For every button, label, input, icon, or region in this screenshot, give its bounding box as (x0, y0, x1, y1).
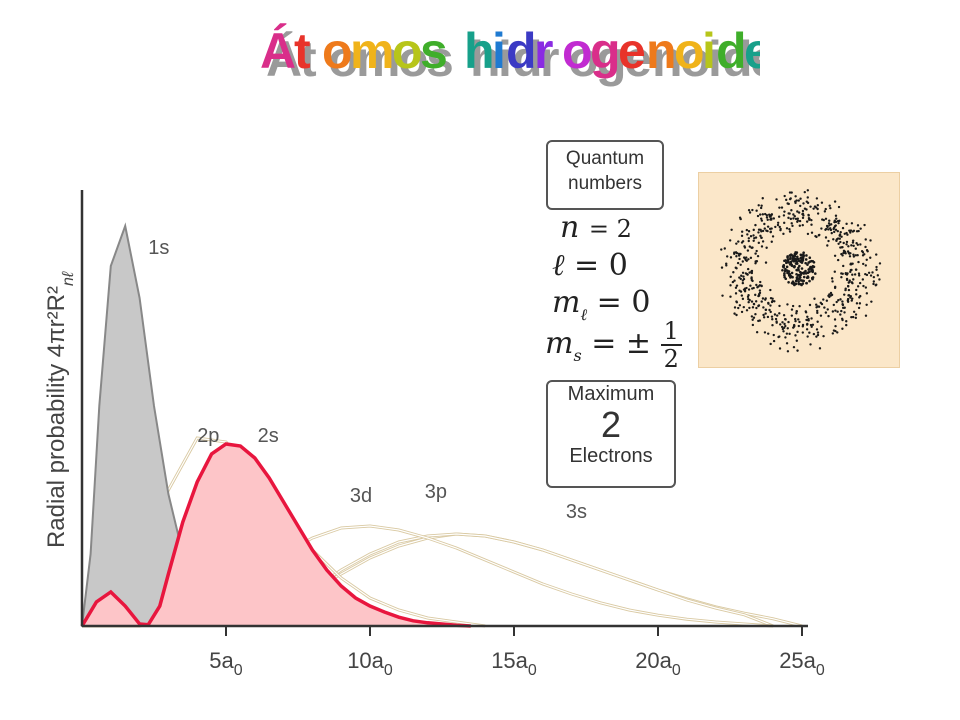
title-letter: o (392, 23, 423, 79)
ml-value: mℓ = 0 (552, 285, 651, 324)
series-layer (80, 222, 803, 628)
title-letter: i (492, 23, 506, 79)
title-shadow-letter: t (300, 31, 317, 87)
series-2s-area (82, 444, 471, 626)
title-shadow-letter: r (540, 31, 559, 87)
title-shadow-letter: i (708, 31, 722, 87)
title-letters: Átomoshidrogenoides (260, 23, 760, 79)
title-shadow-letter: d (512, 31, 543, 87)
series-label-3d: 3d (350, 485, 372, 507)
title-letter: h (464, 23, 495, 79)
series-label-2s: 2s (258, 425, 279, 447)
title-shadow: Átomoshidrogenoides (266, 31, 760, 87)
title-letter: o (562, 23, 593, 79)
title-shadow-letter: o (328, 31, 359, 87)
x-tick-layer: 5a0 10a0 15a0 20a0 25a0 (209, 626, 825, 679)
x-tick-label: 15a0 (491, 648, 537, 679)
title-letter: t (294, 23, 311, 79)
title-letter: o (674, 23, 705, 79)
title-letter: o (322, 23, 353, 79)
title-letter: n (646, 23, 677, 79)
title-letter: e (744, 23, 760, 79)
title-letter: e (618, 23, 646, 79)
y-axis-label: Radial probability 4πr²R²nℓ (43, 271, 77, 548)
slide-title-graphic: ÁtomoshidrogenoidesÁtomoshidrogenoides (260, 23, 760, 87)
title-shadow-letter: e (750, 31, 760, 87)
cloud-dots (720, 189, 882, 353)
n-value: n = 2 (560, 210, 632, 245)
title-letter: m (350, 23, 394, 79)
slide-title: ÁtomoshidrogenoidesÁtomoshidrogenoides (0, 8, 960, 88)
title-letter: g (590, 23, 621, 79)
title-shadow-letter: o (568, 31, 599, 87)
title-shadow-letter: s (426, 31, 454, 87)
title-letter: d (506, 23, 537, 79)
series-2s-line (80, 442, 471, 628)
series-label-2p: 2p (197, 425, 219, 447)
series-label-layer: 3s 3p 3d 2p 1s 2s (148, 237, 587, 523)
title-shadow-letter: g (596, 31, 627, 87)
series-label-3s: 3s (566, 501, 587, 523)
x-tick-label: 25a0 (779, 648, 825, 679)
title-shadow-letter: Á (266, 31, 302, 87)
title-letter: r (534, 23, 553, 79)
x-tick-label: 10a0 (347, 648, 393, 679)
x-tick-label: 20a0 (635, 648, 681, 679)
l-value: ℓ = 0 (552, 248, 628, 283)
title-letter: s (420, 23, 448, 79)
max-box-line1: Maximum (567, 383, 655, 405)
quantum-box-line1: Quantum (565, 148, 645, 169)
x-tick-label: 5a0 (209, 648, 242, 679)
maximum-electrons-box: Maximum 2 Electrons (546, 380, 676, 488)
title-shadow-letter: o (398, 31, 429, 87)
series-label-3p: 3p (425, 481, 447, 503)
electron-cloud-dots (720, 189, 882, 353)
max-box-line3: Electrons (569, 445, 653, 467)
max-electrons-value: 2 (600, 404, 622, 445)
title-shadow-letter: o (680, 31, 711, 87)
title-letter: d (716, 23, 747, 79)
series-label-1s: 1s (148, 237, 169, 259)
electron-cloud-image (698, 172, 900, 368)
title-shadow-letter: d (722, 31, 753, 87)
title-shadow-letter: h (470, 31, 501, 87)
quantum-numbers-box: Quantum numbers (546, 140, 664, 210)
title-shadow-letter: e (624, 31, 652, 87)
title-shadow-letter: n (652, 31, 683, 87)
quantum-box-line2: numbers (568, 173, 642, 194)
title-letter: i (702, 23, 716, 79)
title-shadow-letter: i (498, 31, 512, 87)
title-letter: Á (260, 23, 296, 79)
title-shadow-letter: m (356, 31, 400, 87)
